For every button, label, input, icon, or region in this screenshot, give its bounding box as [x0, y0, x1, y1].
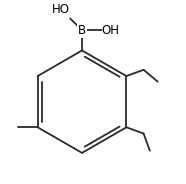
Text: OH: OH	[102, 24, 120, 37]
Text: B: B	[78, 24, 86, 37]
Text: HO: HO	[52, 3, 69, 17]
